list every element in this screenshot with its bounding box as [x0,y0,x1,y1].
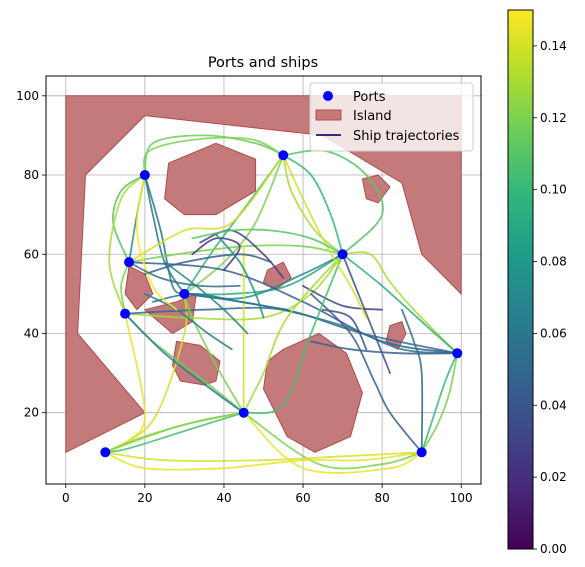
ship-trajectory-10 [242,411,423,470]
colorbar-tick-label: 0.10 [540,183,567,197]
y-tick-label: 80 [24,168,39,182]
x-tick-label: 40 [216,491,231,505]
colorbar-gradient [507,9,534,550]
colorbar-tick-label: 0.08 [540,255,567,269]
x-tick-label: 20 [137,491,152,505]
ship-trajectory-37 [310,293,423,454]
y-axis-ticks: 20 40 60 80 100 [16,89,46,420]
ship-trajectory-44 [124,312,245,414]
ship-trajectory-19 [112,174,146,264]
ship-trajectory-54 [135,174,178,311]
port-6 [238,407,249,418]
ship-trajectory-8 [420,352,459,454]
ship-trajectory-3 [282,154,344,256]
colorbar-tick-label: 0.12 [540,111,567,125]
ship-trajectory-14 [104,451,423,471]
y-tick-label: 100 [16,89,39,103]
x-tick-label: 80 [374,491,389,505]
x-tick-label: 100 [450,491,473,505]
legend: Ports Island Ship trajectories [309,82,474,152]
port-4 [139,170,150,181]
axes-frame [45,75,482,485]
ship-trajectory-46 [199,229,285,279]
ship-trajectory-6 [341,251,459,355]
ship-trajectory-53 [191,228,344,256]
colorbar: 0.00 0.02 0.04 0.06 0.08 0.10 0.12 0.14 [507,9,567,556]
ship-trajectory-2 [142,136,285,176]
ship-trajectory-34 [341,253,391,374]
ship-trajectory-35 [302,285,383,311]
island-2 [164,142,257,216]
y-tick-label: 20 [24,406,39,420]
ship-trajectory-4 [282,154,344,256]
colorbar-tick-label: 0.04 [540,398,567,412]
colorbar-tick-label: 0.14 [540,39,567,53]
legend-ports-marker [323,91,333,101]
legend-ports-label: Ports [353,90,386,105]
ship-trajectory-45 [191,237,241,271]
legend-island-label: Island [353,109,392,124]
ship-trajectory-13 [104,411,245,454]
ship-trajectory-32 [128,261,459,355]
ship-trajectory-20 [108,174,146,315]
y-tick-label: 40 [24,326,39,340]
x-axis-ticks: 0 20 40 60 80 100 [62,484,473,505]
colorbar-tick-label: 0.02 [540,470,567,484]
legend-trajectory-label: Ship trajectories [353,129,460,144]
port-3 [124,257,135,268]
ship-trajectory-47 [144,253,273,275]
ship-trajectory-18 [120,261,130,315]
port-2 [120,308,131,319]
ship-trajectory-57 [128,261,241,288]
ship-trajectory-49 [144,293,233,351]
legend-box [309,82,474,152]
port-9 [416,447,427,458]
ports [100,150,463,458]
ship-trajectory-55 [310,340,459,355]
ship-trajectory-51 [215,233,265,319]
chart-title: Ports and ships [208,55,318,71]
x-tick-label: 60 [295,491,310,505]
port-5 [179,288,190,299]
x-tick-label: 0 [62,491,70,505]
ship-trajectory-28 [128,154,285,264]
ship-trajectory-23 [144,174,186,295]
port-7 [278,150,289,161]
legend-island-patch [315,109,342,121]
port-1 [100,447,111,458]
ship-trajectory-38 [401,308,424,454]
ship-trajectory-11 [242,411,423,474]
island-4 [124,265,154,311]
ship-trajectory-7 [341,253,459,355]
port-10 [452,348,463,359]
ship-trajectory-21 [144,174,186,295]
ship-trajectory-9 [420,352,459,454]
y-tick-label: 60 [24,247,39,261]
ship-trajectory-50 [163,261,249,335]
ship-trajectories [104,134,459,474]
ship-trajectory-26 [183,154,285,295]
colorbar-tick-label: 0.06 [540,326,567,340]
ship-trajectory-40 [183,293,245,414]
colorbar-ticks: 0.00 0.02 0.04 0.06 0.08 0.10 0.12 0.14 [533,39,567,556]
ship-trajectory-39 [242,253,344,414]
ship-trajectory-15 [104,451,423,462]
ship-trajectory-42 [242,253,344,415]
island-6 [262,332,363,453]
colorbar-tick-label: 0.00 [540,542,567,556]
port-8 [337,249,348,260]
ship-trajectory-48 [151,292,289,311]
ship-trajectory-56 [104,411,245,454]
